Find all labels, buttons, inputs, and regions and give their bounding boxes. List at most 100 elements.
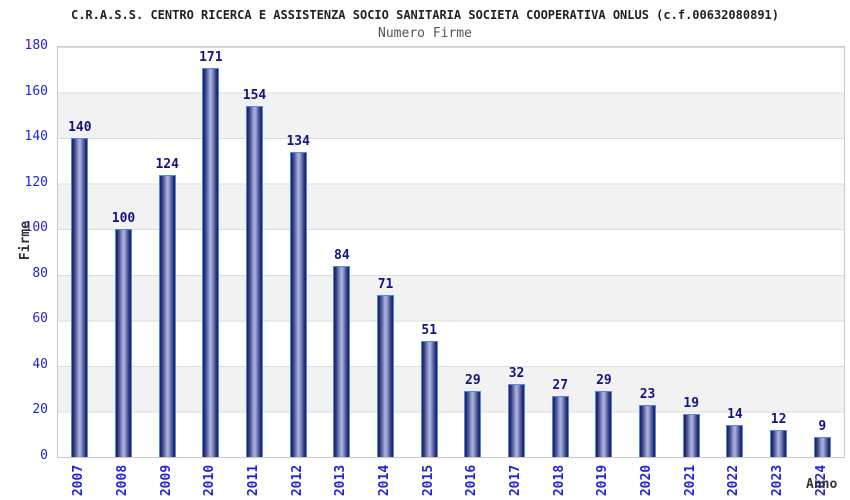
bar-column: 27 <box>538 47 582 457</box>
bar-column: 14 <box>713 47 757 457</box>
bar <box>115 229 132 457</box>
bar-value-label: 23 <box>639 386 656 402</box>
bar <box>508 384 526 457</box>
x-tick: 2010 <box>188 458 232 500</box>
x-tick: 2011 <box>232 458 276 500</box>
bar-value-label: 171 <box>199 49 223 65</box>
y-tick-label: 160 <box>24 83 48 99</box>
bar <box>333 265 351 457</box>
bar-column: 71 <box>364 47 408 457</box>
bar-value-label: 154 <box>242 88 267 104</box>
y-tick-label: 180 <box>24 38 48 53</box>
bar-value-label: 84 <box>334 247 350 263</box>
bar-value-label: 29 <box>596 372 612 388</box>
year-label: 2009 <box>158 464 174 496</box>
y-axis-title: Firme <box>18 220 34 261</box>
chart-title: C.R.A.S.S. CENTRO RICERCA E ASSISTENZA S… <box>70 8 779 22</box>
x-tick: 2018 <box>537 458 581 500</box>
x-tick: 2019 <box>581 458 625 500</box>
bar-column: 12 <box>757 47 801 457</box>
plot-area: 140 100 124 171 154 134 84 71 51 29 32 27 29 23 19 14 12… <box>57 46 845 458</box>
x-tick: 2007 <box>57 458 101 500</box>
bar-column: 154 <box>233 47 277 457</box>
bar <box>770 429 788 457</box>
bar <box>377 295 395 457</box>
bar-value-label: 27 <box>552 377 569 393</box>
year-label: 2016 <box>464 464 480 496</box>
year-label: 2023 <box>770 464 786 496</box>
x-tick: 2023 <box>756 458 800 500</box>
bar-column: 23 <box>626 47 670 457</box>
bar-column: 29 <box>451 47 495 457</box>
bar-value-label: 14 <box>727 407 743 423</box>
x-tick: 2020 <box>625 458 669 500</box>
year-label: 2014 <box>377 464 393 496</box>
bar-column: 140 <box>58 47 102 457</box>
y-tick-label: 140 <box>24 129 48 145</box>
y-tick-label: 60 <box>32 311 48 327</box>
x-tick: 2017 <box>494 458 538 500</box>
bar-value-label: 19 <box>683 395 700 411</box>
bar-value-label: 12 <box>770 411 787 427</box>
bar-value-label: 29 <box>465 372 481 388</box>
bar <box>71 138 89 457</box>
year-label: 2013 <box>333 464 349 496</box>
bar-column: 134 <box>276 47 320 457</box>
x-axis-labels: 2007 2008 2009 2010 2011 2012 2013 2014 2015 2016… <box>57 458 843 500</box>
bar-column: 32 <box>495 47 539 457</box>
bar-value-label: 71 <box>377 277 394 293</box>
bar-value-label: 32 <box>508 366 525 382</box>
bar-column: 124 <box>145 47 189 457</box>
chart-subtitle: Numero Firme <box>378 26 472 41</box>
y-tick-label: 120 <box>24 174 48 190</box>
year-label: 2010 <box>202 464 218 496</box>
bar-column: 9 <box>800 47 844 457</box>
bar <box>420 340 438 457</box>
bar-column: 171 <box>189 47 233 457</box>
bar <box>682 413 700 457</box>
x-tick: 2008 <box>101 458 145 500</box>
bar <box>246 106 264 457</box>
bar <box>551 395 569 457</box>
bar <box>595 390 613 457</box>
y-tick-label: 0 <box>40 448 48 463</box>
year-label: 2015 <box>420 464 436 496</box>
bar <box>202 67 220 457</box>
bar <box>726 425 744 457</box>
y-tick-label: 20 <box>32 402 48 418</box>
year-label: 2007 <box>71 464 87 496</box>
x-tick: 2009 <box>144 458 188 500</box>
bar-column: 84 <box>320 47 364 457</box>
x-tick: 2014 <box>363 458 407 500</box>
bar-column: 51 <box>407 47 451 457</box>
y-tick-label: 100 <box>24 220 48 236</box>
bar-value-label: 9 <box>818 418 827 434</box>
x-axis-title: Anno <box>806 477 838 492</box>
x-tick: 2013 <box>319 458 363 500</box>
x-tick: 2012 <box>275 458 319 500</box>
year-label: 2020 <box>639 464 655 496</box>
bar <box>464 390 482 457</box>
year-label: 2017 <box>508 464 524 496</box>
bar-column: 19 <box>669 47 713 457</box>
year-label: 2008 <box>115 464 130 496</box>
bar-value-label: 134 <box>286 133 310 149</box>
bar-column: 29 <box>582 47 626 457</box>
bar <box>639 404 657 457</box>
year-label: 2018 <box>551 464 567 496</box>
bar <box>813 436 831 457</box>
y-tick-label: 40 <box>32 356 48 372</box>
bar-column: 100 <box>102 47 146 457</box>
x-tick: 2022 <box>712 458 756 500</box>
year-label: 2011 <box>246 464 262 496</box>
x-tick: 2016 <box>450 458 494 500</box>
y-tick-label: 80 <box>32 265 48 281</box>
bar <box>289 151 307 457</box>
year-label: 2019 <box>595 464 611 496</box>
x-tick: 2021 <box>668 458 712 500</box>
year-label: 2022 <box>726 464 742 496</box>
bar-value-label: 51 <box>421 322 438 338</box>
x-tick: 2015 <box>406 458 450 500</box>
bar <box>158 174 176 457</box>
